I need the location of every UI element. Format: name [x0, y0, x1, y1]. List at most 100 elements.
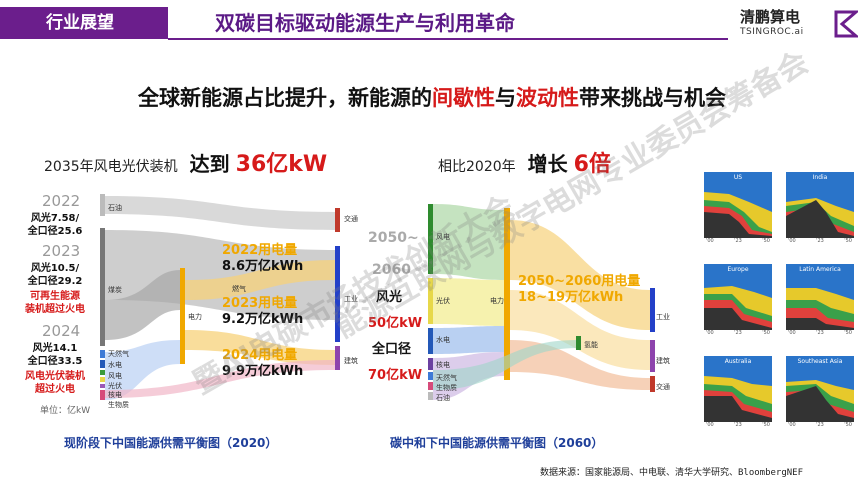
mini-title-sea: Southeast Asia	[797, 358, 843, 365]
node-gas-2060	[428, 372, 433, 380]
label-coal: 煤炭	[108, 286, 122, 294]
label-wind: 风电	[108, 372, 122, 380]
mini-chart-australia: Australia '00'23'50	[704, 356, 772, 428]
label-transport: 交通	[344, 215, 358, 223]
annot-2022: 2022用电量 8.6万亿kWh	[222, 243, 303, 275]
logo-text-cn: 清鹏算电	[740, 8, 801, 26]
year-2023-milestone: 可再生能源 装机超过火电	[25, 291, 85, 315]
headline-part1: 全球新能源占比提升，新能源的	[138, 86, 432, 110]
flow-wind-power	[433, 204, 504, 280]
right-heading-verb: 增长	[527, 152, 568, 176]
year-2024-milestone: 风电光伏装机 超过火电	[25, 371, 85, 395]
label-nuclear-2060: 核电	[436, 361, 450, 369]
annot-2022-title: 2022用电量	[222, 243, 298, 258]
year-2022-line2: 全口径25.6	[27, 226, 83, 237]
node-power-2060	[504, 208, 510, 380]
flow-to-hydrogen	[433, 340, 578, 390]
slide-title: 双碳目标驱动能源生产与利用革命	[215, 11, 515, 35]
year-2022: 2022	[42, 192, 81, 210]
header-divider	[168, 38, 728, 40]
label-oil-2060: 石油	[436, 394, 450, 402]
label-power-2060: 电力	[490, 297, 504, 305]
headline-part2: 带来挑战与机会	[579, 86, 726, 110]
annot-2060-title: 2050~2060用电量	[518, 274, 641, 289]
mini-title-australia: Australia	[724, 358, 752, 365]
node-hydro	[100, 360, 105, 368]
mini-chart-india-plot	[786, 172, 854, 238]
node-industry	[335, 246, 340, 342]
mini-chart-latam-plot	[786, 264, 854, 330]
sankey-2020	[100, 194, 340, 400]
sankey-2060	[428, 204, 655, 400]
label-gasfuel: 燃气	[232, 285, 246, 293]
flow-power-industry-2060	[510, 220, 650, 330]
wind-solar-label: 风光	[376, 290, 403, 305]
left-heading-verb: 达到	[189, 152, 230, 176]
mini-chart-india: India '00'23'50	[786, 172, 854, 244]
mini-axis-us: '00'23'50	[704, 238, 772, 244]
data-source: 数据来源：国家能源局、中电联、清华大学研究、BloombergNEF	[540, 468, 804, 478]
annot-2023: 2023用电量 9.2万亿kWh	[222, 296, 303, 328]
label-hydro: 水电	[108, 361, 122, 369]
node-solar	[100, 377, 105, 382]
label-solar-2060: 光伏	[436, 297, 450, 305]
mini-axis-sea: '00'23'50	[786, 422, 854, 428]
annot-2024-value: 9.9万亿kWh	[222, 364, 304, 379]
label-power: 电力	[188, 313, 202, 321]
label-transport-2060: 交通	[656, 383, 670, 391]
mini-title-europe: Europe	[727, 266, 749, 273]
flow-hydro-power	[433, 326, 504, 354]
node-wind-2060	[428, 204, 433, 274]
annot-2060-value: 18~19万亿kWh	[518, 290, 624, 305]
node-biomass-2060	[428, 382, 433, 390]
flow-coal-power	[105, 270, 180, 340]
mini-title-latam: Latin America	[799, 266, 841, 273]
mini-axis-australia: '00'23'50	[704, 422, 772, 428]
node-nuclear-2060	[428, 358, 433, 370]
annot-2024: 2024用电量 9.9万亿kWh	[222, 348, 303, 380]
right-caption: 碳中和下中国能源供需平衡图（2060）	[390, 436, 604, 450]
label-gas-2060: 天然气	[436, 374, 457, 382]
unit-label: 单位：亿kW	[40, 406, 91, 416]
headline-highlight-volatility: 波动性	[516, 86, 579, 110]
year-2024-line2: 全口径33.5	[27, 356, 83, 367]
logo-mark-icon	[834, 10, 858, 38]
node-hydrogen-2060	[576, 336, 581, 350]
header: 行业展望 双碳目标驱动能源生产与利用革命 清鹏算电 TSINGROC.ai	[0, 0, 864, 44]
mini-chart-sea-plot	[786, 356, 854, 422]
annot-2023-value: 9.2万亿kWh	[222, 312, 304, 327]
year-2024: 2024	[42, 322, 81, 340]
left-heading: 2035年风电光伏装机 达到 36亿kW	[44, 146, 327, 178]
flow-power-transport-2060	[510, 340, 650, 390]
node-building	[335, 346, 340, 370]
regional-mix-charts: US '00'23'50 India '00'23'50 Europe '00 '…	[700, 172, 860, 440]
label-nuclear: 核电	[108, 391, 122, 399]
left-heading-value: 36亿kW	[235, 152, 328, 177]
brand-logo: 清鹏算电 TSINGROC.ai	[740, 6, 858, 42]
flow-power-industry	[185, 260, 335, 300]
label-oil: 石油	[108, 204, 122, 212]
node-transport-2060	[650, 376, 655, 392]
right-heading-text: 相比2020年	[438, 159, 516, 175]
mini-axis-india: '00'23'50	[786, 238, 854, 244]
node-oil	[100, 194, 105, 216]
flow-renewables-power	[105, 340, 180, 400]
year-2023-line1: 风光10.5/	[30, 263, 80, 274]
node-hydro-2060	[428, 328, 433, 354]
logo-text-en: TSINGROC.ai	[740, 27, 804, 37]
mini-chart-europe: Europe '00'23'50	[704, 264, 772, 336]
headline: 全球新能源占比提升，新能源的间歇性与波动性带来挑战与机会	[0, 82, 864, 112]
node-coal	[100, 228, 105, 346]
flow-solar-power	[433, 278, 504, 326]
mini-title-us: US	[733, 174, 743, 181]
node-building-2060	[650, 340, 655, 372]
flow-biomass-building	[105, 360, 335, 398]
total-label: 全口径	[372, 342, 412, 357]
total-value: 70亿kW	[368, 368, 423, 383]
mini-chart-latam: Latin America '00'23'50	[786, 264, 854, 336]
headline-mid: 与	[495, 86, 516, 110]
year-2022-line1: 风光7.58/	[30, 213, 80, 224]
label-solar: 光伏	[108, 382, 122, 390]
annot-2023-title: 2023用电量	[222, 296, 298, 311]
mini-chart-us: US '00'23'50	[704, 172, 772, 244]
